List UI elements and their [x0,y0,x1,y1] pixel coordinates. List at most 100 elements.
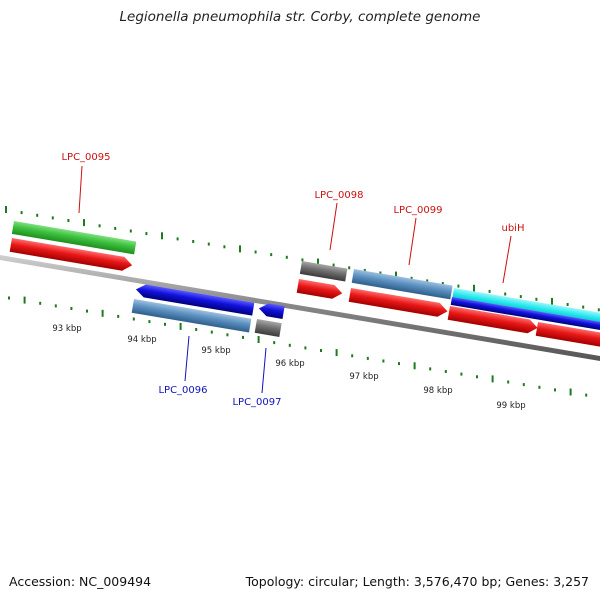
label-leader-lines [78,165,512,394]
inner-minor-tick [320,349,322,352]
inner-minor-tick [554,388,556,392]
ruler-label: 93 kbp [52,324,81,334]
cds-lpc0099 [348,288,448,317]
accession-text: Accession: NC_009494 [9,574,152,589]
ruler-label: 95 kbp [201,346,230,356]
outer-minor-tick [176,237,179,241]
outer-major-tick [161,232,163,240]
ruler-label: 99 kbp [496,401,525,411]
gene-label-lpc0095: LPC_0095 [61,152,110,163]
outer-minor-tick [332,263,335,267]
outer-minor-tick [285,255,288,259]
outer-minor-tick [441,282,444,285]
outer-major-tick [551,297,553,305]
inner-minor-tick [273,341,276,345]
outer-major-tick [317,258,319,266]
lpc0095-leader-line [78,165,83,214]
outer-major-tick [239,245,241,253]
inner-minor-tick [226,333,229,337]
outer-minor-tick [519,295,522,299]
outer-major-tick [473,284,475,292]
inner-minor-tick [382,359,385,363]
outer-tick-ring [5,206,600,312]
gene-ubih-strand [450,297,600,332]
gene-lpc0098 [299,261,348,282]
outer-minor-tick [129,229,132,233]
inner-minor-tick [398,362,400,366]
outer-major-tick [83,219,85,227]
inner-minor-tick [585,393,588,397]
outer-minor-tick [114,226,117,230]
lpc0099-leader-line [408,217,417,266]
gene-labels: LPC_0095 LPC_0096 LPC_0097 LPC_0098 LPC_0099… [61,152,524,408]
outer-minor-tick [301,258,304,262]
outer-minor-tick [270,253,273,257]
outer-major-tick [5,206,7,213]
inner-minor-tick [351,354,354,358]
lpc0096-leader-line [184,335,190,382]
gene-label-lpc0096: LPC_0096 [158,385,207,396]
inner-minor-tick [476,375,478,379]
outer-minor-tick [36,213,39,217]
outer-minor-tick [566,303,569,306]
cds-lpc0095 [9,238,133,271]
outer-minor-tick [145,232,148,236]
outer-minor-tick [254,250,257,254]
inner-minor-tick [54,304,57,308]
inner-minor-tick [366,356,369,360]
backbone-band [0,255,600,361]
lpc0097-leader-line [261,347,267,394]
inner-minor-tick [210,330,213,334]
outer-minor-tick [379,271,382,275]
ruler-labels: 93 kbp 94 kbp 95 kbp 96 kbp 97 kbp 98 kbp 99 k… [52,324,525,411]
cds-next [535,322,600,348]
ubih-leader-line [502,235,512,284]
gene-label-lpc0097: LPC_0097 [232,397,281,408]
outer-minor-tick [535,297,538,301]
inner-minor-tick [288,343,291,347]
cds-lpc0098 [296,279,343,299]
outer-minor-tick [51,216,54,220]
gene-label-ubih: ubiH [502,223,525,234]
genome-backbone [0,255,600,361]
gene-lpc0096 [135,284,255,316]
outer-major-tick [395,271,397,279]
inner-minor-tick [132,317,135,321]
ruler-label: 94 kbp [127,335,156,345]
cds-lpc0097 [254,319,282,337]
inner-minor-tick [148,320,151,324]
inner-major-tick [101,309,104,317]
outer-minor-tick [348,266,351,270]
outer-minor-tick [98,224,101,228]
gene-label-lpc0099: LPC_0099 [393,205,442,216]
outer-minor-tick [597,308,600,312]
cds-lpc0096 [131,299,252,333]
inner-minor-tick [86,309,88,313]
ruler-label: 96 kbp [275,359,304,369]
gene-label-lpc0098: LPC_0098 [314,190,363,201]
outer-minor-tick [67,219,70,222]
inner-minor-tick [522,383,525,387]
outer-minor-tick [223,245,226,249]
inner-minor-tick [429,367,432,371]
outer-minor-tick [192,240,195,243]
inner-minor-tick [117,314,120,318]
gene-lpc0095 [11,221,137,255]
outer-minor-tick [426,279,429,283]
inner-major-tick [413,362,416,370]
outer-minor-tick [504,292,507,296]
inner-major-tick [257,336,260,343]
lpc0098-leader-line [329,202,338,251]
inner-minor-tick [460,372,463,376]
inner-major-tick [23,296,26,304]
outer-minor-tick [582,305,585,309]
cds-ubih [447,306,538,334]
page-title: Legionella pneumophila str. Corby, compl… [119,9,481,25]
outer-minor-tick [488,289,491,293]
inner-minor-tick [304,346,307,350]
inner-minor-tick [444,370,447,373]
inner-major-tick [335,349,338,357]
inner-major-tick [569,388,572,396]
outer-minor-tick [20,211,23,215]
